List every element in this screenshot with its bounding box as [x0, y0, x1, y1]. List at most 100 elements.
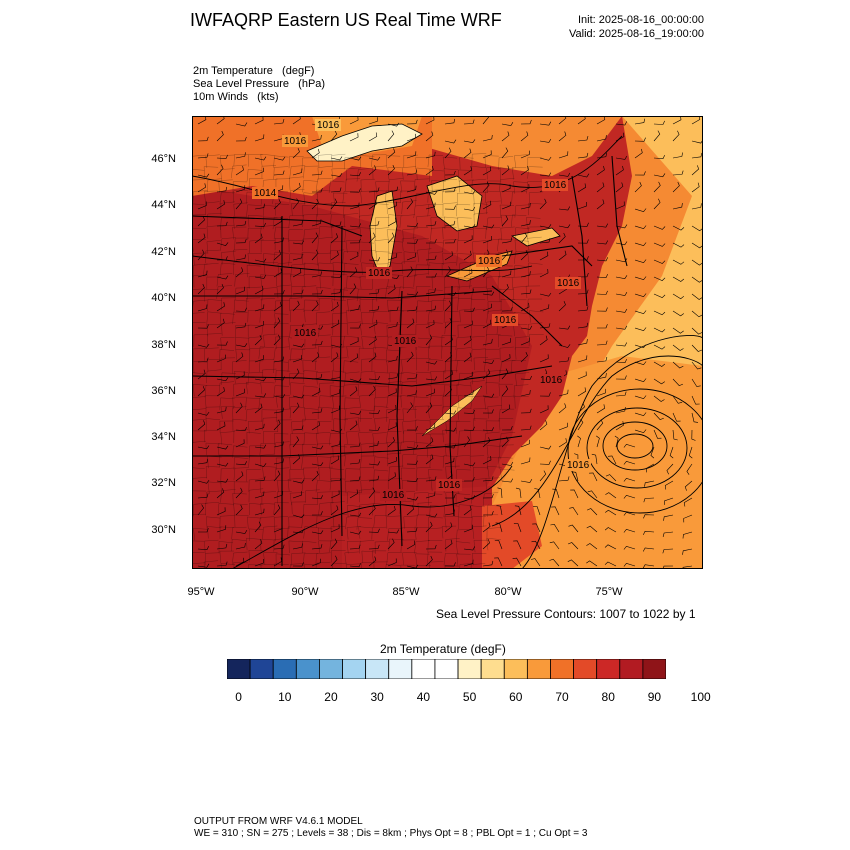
wind-barb: [577, 371, 587, 380]
county-line: [332, 262, 347, 275]
county-line: [442, 202, 458, 216]
wind-barb: [653, 429, 662, 439]
wind-barb: [666, 463, 674, 475]
wind-barb: [425, 131, 434, 142]
county-line: [219, 313, 235, 326]
county-line: [274, 300, 290, 313]
county-line: [318, 540, 333, 553]
county-line: [302, 359, 317, 373]
wind-barb: [387, 472, 396, 482]
county-line: [220, 489, 236, 503]
county-line: [499, 444, 514, 458]
county-line: [317, 166, 332, 180]
wind-barb: [273, 268, 283, 278]
wind-barb: [311, 408, 323, 414]
wind-barb: [482, 369, 491, 380]
county-line: [428, 469, 443, 482]
county-line: [401, 358, 416, 372]
wind-barb: [368, 352, 377, 363]
wind-barb: [311, 170, 323, 176]
wind-barbs: [197, 116, 703, 569]
wind-barb: [254, 355, 264, 363]
colorbar-swatch: [319, 659, 343, 679]
county-line: [232, 406, 247, 420]
county-line: [332, 563, 347, 569]
county-line: [303, 526, 319, 539]
wind-barb: [501, 131, 510, 142]
county-line: [248, 420, 263, 434]
county-line: [402, 420, 417, 434]
county-line: [248, 478, 264, 492]
wind-barb: [425, 360, 438, 365]
wind-barb: [349, 267, 358, 278]
county-line: [232, 551, 248, 566]
wind-barb: [520, 150, 530, 159]
county-line: [501, 214, 516, 228]
county-line: [402, 228, 417, 242]
wind-barb: [349, 476, 361, 482]
county-line: [487, 457, 502, 470]
weather-map: 1016 1016 1014 1016 1016 1016 1016 1016 …: [192, 116, 703, 569]
county-line: [246, 169, 263, 182]
wind-barb: [482, 150, 492, 159]
wind-barb: [425, 334, 433, 346]
county-line: [443, 384, 459, 397]
county-line: [442, 455, 458, 468]
county-line: [527, 166, 543, 179]
wind-barb: [197, 504, 204, 516]
county-line: [386, 515, 401, 529]
county-line: [275, 553, 291, 566]
wind-barb: [273, 317, 281, 329]
county-line: [514, 396, 529, 409]
wind-barb: [292, 168, 303, 176]
county-line: [289, 176, 304, 191]
wind-barb: [672, 225, 685, 231]
county-line: [528, 273, 543, 287]
county-line: [457, 443, 473, 456]
colorbar-swatch: [342, 659, 367, 679]
wind-barb: [349, 512, 362, 517]
wind-barb: [254, 222, 266, 227]
county-line: [459, 308, 474, 323]
county-line: [342, 251, 359, 264]
county-line: [500, 226, 515, 241]
wind-barb: [463, 224, 476, 229]
wind-barb: [463, 559, 474, 567]
wind-barb: [387, 284, 396, 295]
wind-barb: [197, 528, 209, 533]
county-line: [204, 289, 219, 302]
county-line: [263, 552, 278, 565]
wind-barb: [292, 394, 305, 399]
wind-barb: [577, 173, 590, 178]
county-line: [233, 249, 248, 263]
county-line: [216, 273, 233, 287]
wind-barb: [634, 429, 647, 434]
wind-barb: [501, 338, 511, 346]
county-line: [207, 526, 222, 539]
svg-text:1014: 1014: [254, 188, 277, 199]
county-line: [527, 322, 543, 337]
county-line: [346, 563, 361, 569]
county-line: [431, 276, 446, 289]
isobar-label: 1016: [492, 314, 518, 326]
county-line: [443, 310, 459, 323]
county-line: [498, 156, 514, 170]
wind-barb: [482, 476, 494, 482]
county-line: [330, 214, 346, 227]
county-line: [291, 501, 306, 515]
county-line: [525, 285, 541, 299]
wind-barb: [216, 242, 229, 246]
wind-barb: [216, 318, 225, 329]
county-line: [499, 204, 515, 218]
wind-barb: [425, 305, 437, 312]
county-line: [220, 467, 236, 481]
county-line: [315, 552, 331, 566]
wind-barb: [643, 514, 655, 519]
lon-label: 80°W: [494, 586, 522, 598]
county-line: [429, 419, 445, 432]
county-line: [259, 359, 275, 373]
wind-barb: [311, 219, 322, 227]
wind-barb: [368, 426, 380, 431]
wind-barb: [691, 203, 702, 210]
wind-barb: [311, 462, 324, 467]
